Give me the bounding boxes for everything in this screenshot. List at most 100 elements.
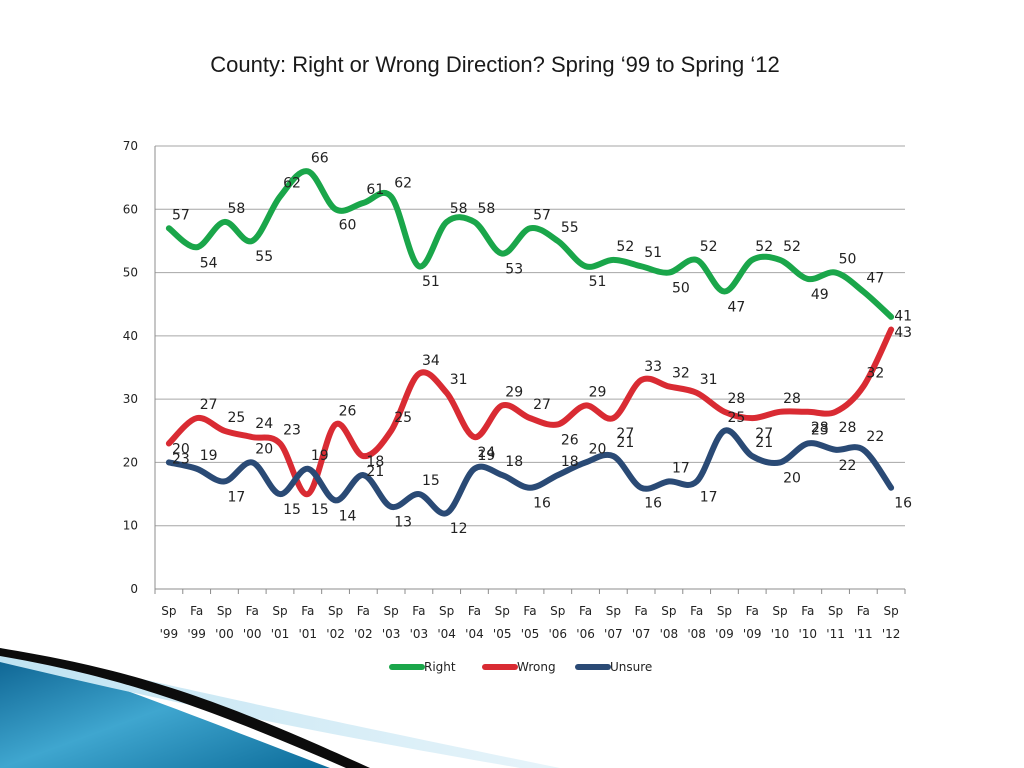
data-label-unsure: 15 (422, 473, 440, 489)
data-label-unsure: 13 (394, 515, 412, 531)
y-tick-label: 30 (123, 392, 138, 406)
x-tick-label-year: '11 (826, 627, 845, 641)
data-label-wrong: 21 (366, 464, 384, 480)
data-label-right: 52 (755, 239, 773, 255)
y-tick-label: 40 (123, 329, 138, 343)
data-label-wrong: 24 (478, 445, 496, 461)
x-tick-label-season: Sp (217, 604, 232, 618)
data-label-wrong: 29 (589, 384, 607, 400)
data-label-unsure: 20 (589, 441, 607, 457)
x-tick-label-season: Fa (246, 604, 259, 618)
x-tick-label-season: Fa (801, 604, 814, 618)
data-label-wrong: 28 (811, 420, 829, 436)
data-label-wrong: 32 (672, 365, 690, 381)
x-tick-label-season: Fa (190, 604, 203, 618)
x-tick-label-season: Fa (857, 604, 870, 618)
data-label-unsure: 15 (283, 502, 301, 518)
x-tick-label-year: '01 (271, 627, 290, 641)
data-label-unsure: 18 (366, 454, 384, 470)
data-label-wrong: 41 (894, 309, 912, 325)
x-tick-label-year: '08 (660, 627, 679, 641)
data-label-wrong: 31 (450, 372, 468, 388)
data-label-wrong: 24 (255, 416, 273, 432)
data-label-right: 51 (589, 274, 607, 290)
data-label-right: 51 (422, 274, 440, 290)
y-tick-label: 10 (123, 519, 138, 533)
corner-swoosh-decoration (0, 648, 560, 768)
x-tick-label-year: '02 (326, 627, 345, 641)
data-label-unsure: 18 (505, 454, 523, 470)
data-label-wrong: 27 (616, 426, 634, 442)
data-label-right: 62 (394, 176, 412, 192)
series-line-unsure (165, 427, 895, 517)
data-label-wrong: 27 (200, 397, 218, 413)
x-tick-label-season: Sp (272, 604, 287, 618)
data-label-wrong: 25 (394, 410, 412, 426)
data-label-wrong: 28 (783, 391, 801, 407)
x-tick-label-year: '12 (882, 627, 901, 641)
data-label-wrong: 31 (700, 372, 718, 388)
x-tick-label-year: '01 (298, 627, 317, 641)
x-tick-label-year: '00 (243, 627, 262, 641)
x-tick-label-year: '00 (215, 627, 234, 641)
data-label-wrong: 27 (533, 397, 551, 413)
x-tick-label-season: Fa (357, 604, 370, 618)
x-tick-label-season: Sp (328, 604, 343, 618)
x-tick-label-season: Sp (495, 604, 510, 618)
data-label-unsure: 17 (228, 489, 246, 505)
data-label-right: 57 (533, 207, 551, 223)
data-label-right: 57 (172, 207, 190, 223)
x-tick-label-season: Sp (550, 604, 565, 618)
data-label-unsure: 20 (255, 441, 273, 457)
x-tick-label-season: Fa (412, 604, 425, 618)
x-tick-label-season: Fa (635, 604, 648, 618)
data-label-right: 54 (200, 255, 218, 271)
data-label-right: 66 (311, 150, 329, 166)
data-label-wrong: 33 (644, 359, 662, 375)
data-label-right: 55 (255, 249, 273, 265)
x-tick-label-year: '07 (604, 627, 623, 641)
x-tick-label-season: Sp (439, 604, 454, 618)
x-tick-label-season: Sp (661, 604, 676, 618)
data-label-right: 47 (728, 300, 746, 316)
data-label-wrong: 32 (866, 365, 884, 381)
data-label-wrong: 26 (561, 432, 579, 448)
data-label-right: 58 (228, 201, 246, 217)
data-label-right: 50 (672, 281, 690, 297)
data-label-right: 53 (505, 262, 523, 278)
x-tick-label-year: '03 (382, 627, 401, 641)
x-tick-label-year: '02 (354, 627, 373, 641)
x-tick-label-season: Fa (746, 604, 759, 618)
data-label-unsure: 19 (478, 448, 496, 464)
y-tick-label: 50 (123, 266, 138, 280)
data-label-right: 52 (700, 239, 718, 255)
x-tick-label-year: '10 (771, 627, 790, 641)
data-label-unsure: 17 (700, 489, 718, 505)
data-label-unsure: 19 (311, 448, 329, 464)
data-label-unsure: 22 (866, 429, 884, 445)
x-tick-label-season: Fa (579, 604, 592, 618)
x-tick-label-year: '05 (521, 627, 540, 641)
x-tick-label-season: Sp (772, 604, 787, 618)
x-tick-label-year: '11 (854, 627, 873, 641)
data-label-unsure: 21 (755, 435, 773, 451)
x-tick-label-season: Sp (606, 604, 621, 618)
data-label-wrong: 28 (728, 391, 746, 407)
data-label-right: 51 (644, 245, 662, 261)
data-label-wrong: 15 (311, 502, 329, 518)
data-label-unsure: 12 (450, 521, 468, 537)
y-tick-label: 70 (123, 139, 138, 153)
data-label-wrong: 29 (505, 384, 523, 400)
x-tick-label-year: '05 (493, 627, 512, 641)
x-tick-label-year: '99 (160, 627, 179, 641)
data-label-wrong: 34 (422, 353, 440, 369)
legend-label-unsure: Unsure (610, 660, 652, 674)
data-label-unsure: 19 (200, 448, 218, 464)
x-tick-label-year: '04 (465, 627, 484, 641)
x-tick-label-year: '06 (576, 627, 595, 641)
data-label-unsure: 20 (172, 441, 190, 457)
x-tick-label-year: '08 (687, 627, 706, 641)
x-tick-label-year: '07 (632, 627, 651, 641)
legend-label-right: Right (424, 660, 456, 674)
data-label-right: 60 (339, 217, 357, 233)
